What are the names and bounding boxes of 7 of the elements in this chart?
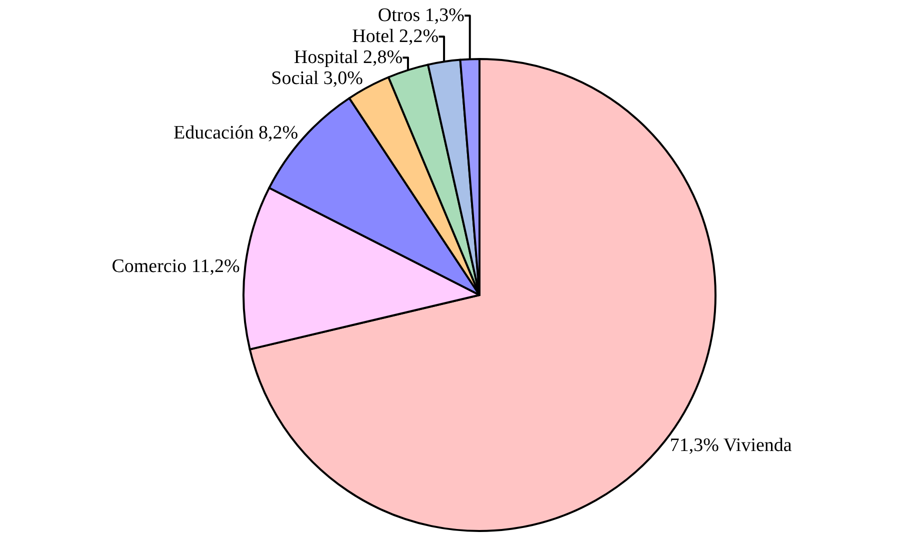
slice-label: Otros 1,3% xyxy=(378,5,465,26)
slice-label: Hospital 2,8% xyxy=(294,47,403,68)
slice-label: Social 3,0% xyxy=(271,68,364,90)
slice-label: Educación 8,2% xyxy=(174,122,298,144)
slice-label: 71,3% Vivienda xyxy=(670,434,792,456)
slice-label: Comercio 11,2% xyxy=(112,256,240,278)
slice-label: Hotel 2,2% xyxy=(352,26,439,48)
